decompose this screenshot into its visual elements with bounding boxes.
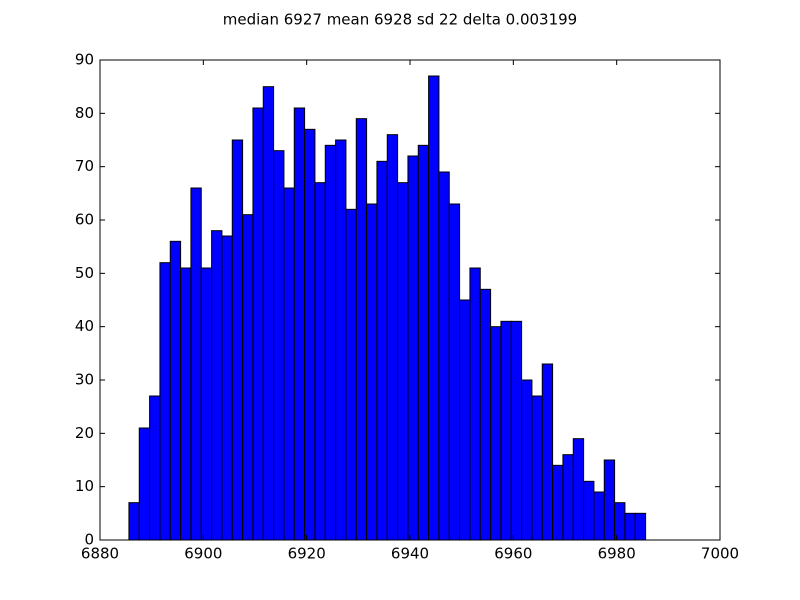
y-tick-label: 90 — [75, 51, 94, 69]
bar — [252, 107, 264, 541]
y-tick-label: 50 — [75, 264, 94, 282]
bar — [355, 118, 368, 541]
bar — [138, 427, 151, 541]
bar — [459, 299, 471, 541]
x-tick-label: 6920 — [288, 545, 326, 563]
bar — [366, 203, 378, 541]
bar — [428, 75, 440, 541]
y-tick-label: 0 — [84, 531, 94, 549]
bar — [345, 208, 357, 541]
x-tick-label: 6960 — [494, 545, 532, 563]
x-tick-label: 7000 — [701, 545, 739, 563]
bar — [490, 326, 502, 541]
bar — [314, 182, 326, 541]
bar — [304, 128, 316, 541]
bar — [293, 107, 306, 541]
chart-title: median 6927 mean 6928 sd 22 delta 0.0031… — [223, 11, 577, 29]
bar — [614, 502, 626, 541]
bar — [242, 214, 254, 541]
bar — [169, 240, 182, 541]
bar — [438, 171, 450, 541]
bar — [448, 203, 461, 541]
bar — [583, 480, 595, 541]
y-tick-label: 60 — [75, 211, 94, 229]
bar — [624, 512, 636, 541]
bar — [407, 155, 419, 541]
bar — [469, 267, 481, 541]
bar — [159, 262, 171, 541]
bar — [531, 395, 543, 541]
bar — [180, 267, 192, 541]
bar — [149, 395, 161, 541]
bar — [128, 502, 140, 541]
bar — [211, 230, 223, 541]
x-tick-label: 6880 — [81, 545, 119, 563]
y-tick-label: 80 — [75, 104, 94, 122]
bar — [500, 320, 512, 541]
y-tick-label: 10 — [75, 477, 94, 495]
bar — [324, 144, 337, 541]
bar — [417, 144, 430, 541]
bar — [190, 187, 202, 541]
bar — [572, 438, 585, 541]
y-tick-label: 20 — [75, 424, 94, 442]
y-tick-label: 30 — [75, 371, 94, 389]
bar — [200, 267, 213, 541]
bar — [541, 363, 554, 541]
x-tick-label: 6980 — [598, 545, 636, 563]
y-tick-label: 40 — [75, 317, 94, 335]
bar — [562, 454, 574, 541]
bar — [479, 288, 492, 541]
x-tick-label: 6900 — [184, 545, 222, 563]
bar — [603, 459, 616, 541]
y-tick-label: 70 — [75, 157, 94, 175]
bar — [552, 464, 564, 541]
bar — [283, 187, 295, 541]
bar — [521, 379, 533, 541]
bar — [231, 139, 244, 541]
x-tick-label: 6940 — [391, 545, 429, 563]
bar — [397, 182, 409, 541]
bar — [376, 160, 388, 541]
bar — [221, 235, 233, 541]
bar — [273, 150, 285, 541]
bar — [335, 139, 347, 541]
bar — [593, 491, 605, 541]
bar — [386, 134, 399, 541]
bar — [262, 86, 275, 541]
bar — [510, 320, 523, 541]
bar — [634, 512, 647, 541]
